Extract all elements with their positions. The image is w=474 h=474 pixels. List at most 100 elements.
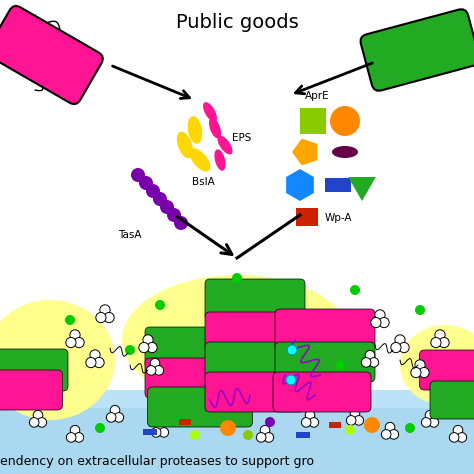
Ellipse shape (214, 149, 226, 171)
Circle shape (174, 216, 188, 230)
Circle shape (29, 418, 39, 427)
Bar (296, 432, 310, 438)
Circle shape (411, 367, 421, 378)
FancyBboxPatch shape (145, 358, 245, 398)
Circle shape (74, 337, 84, 347)
Circle shape (125, 345, 135, 355)
Circle shape (146, 365, 156, 375)
Circle shape (96, 312, 106, 323)
Bar (300, 108, 326, 134)
Ellipse shape (209, 118, 221, 138)
FancyBboxPatch shape (205, 372, 305, 412)
Bar (143, 429, 157, 435)
Circle shape (405, 423, 415, 433)
Bar (329, 422, 341, 428)
Circle shape (139, 176, 153, 190)
Circle shape (365, 350, 375, 360)
Circle shape (415, 305, 425, 315)
Circle shape (33, 410, 43, 420)
Circle shape (70, 330, 80, 340)
FancyBboxPatch shape (0, 349, 68, 391)
Circle shape (382, 429, 391, 439)
Circle shape (425, 410, 435, 420)
Circle shape (106, 412, 116, 422)
Circle shape (150, 358, 160, 368)
Bar (0, 390, 474, 408)
Circle shape (346, 416, 356, 425)
Circle shape (86, 357, 96, 368)
Circle shape (391, 342, 401, 353)
FancyBboxPatch shape (145, 327, 245, 369)
Circle shape (90, 350, 100, 360)
Circle shape (379, 318, 389, 328)
Bar (0, 390, 474, 474)
Circle shape (155, 300, 165, 310)
Circle shape (104, 312, 114, 323)
Ellipse shape (203, 102, 217, 122)
Circle shape (429, 418, 438, 427)
Circle shape (100, 305, 110, 315)
Circle shape (37, 418, 46, 427)
Circle shape (65, 315, 75, 325)
Circle shape (335, 360, 345, 370)
Circle shape (264, 433, 273, 442)
Ellipse shape (400, 325, 474, 405)
Text: Wp-A: Wp-A (325, 213, 353, 223)
Circle shape (160, 200, 174, 214)
Circle shape (154, 365, 164, 375)
Circle shape (330, 106, 360, 136)
Circle shape (131, 168, 145, 182)
FancyBboxPatch shape (0, 6, 103, 104)
Circle shape (361, 357, 371, 367)
Circle shape (439, 337, 449, 347)
FancyBboxPatch shape (275, 342, 375, 382)
Ellipse shape (218, 136, 233, 155)
Circle shape (219, 416, 228, 425)
Circle shape (350, 285, 360, 295)
Circle shape (457, 433, 466, 442)
FancyBboxPatch shape (273, 372, 371, 412)
Circle shape (256, 433, 266, 442)
Text: AprE: AprE (305, 91, 329, 101)
Circle shape (286, 375, 296, 385)
Circle shape (375, 310, 385, 320)
FancyBboxPatch shape (205, 342, 305, 382)
Circle shape (287, 345, 297, 355)
Circle shape (143, 335, 153, 345)
Bar (296, 208, 318, 226)
Circle shape (449, 433, 459, 442)
FancyBboxPatch shape (0, 370, 63, 410)
Circle shape (153, 192, 167, 206)
Circle shape (453, 425, 463, 435)
Circle shape (94, 357, 104, 368)
Circle shape (151, 428, 161, 437)
FancyBboxPatch shape (205, 312, 305, 352)
Circle shape (415, 360, 425, 370)
Circle shape (364, 417, 380, 433)
Circle shape (95, 423, 105, 433)
Circle shape (435, 330, 445, 340)
Circle shape (371, 318, 381, 328)
Ellipse shape (0, 300, 115, 420)
Circle shape (305, 410, 315, 420)
FancyBboxPatch shape (430, 381, 474, 419)
Circle shape (147, 342, 157, 353)
Circle shape (354, 416, 364, 425)
Ellipse shape (190, 148, 210, 172)
Circle shape (215, 409, 225, 418)
Circle shape (159, 428, 169, 437)
Text: endency on extracellular proteases to support gro: endency on extracellular proteases to su… (0, 456, 314, 468)
Bar (179, 419, 191, 425)
Circle shape (431, 337, 441, 347)
FancyBboxPatch shape (205, 279, 305, 321)
Text: TasA: TasA (118, 230, 142, 240)
Text: EPS: EPS (232, 133, 251, 143)
Circle shape (243, 430, 253, 440)
Circle shape (220, 420, 236, 436)
Circle shape (66, 337, 76, 347)
Circle shape (190, 430, 200, 440)
Circle shape (345, 425, 355, 435)
Circle shape (74, 433, 83, 442)
Circle shape (110, 405, 120, 415)
FancyBboxPatch shape (147, 387, 253, 427)
